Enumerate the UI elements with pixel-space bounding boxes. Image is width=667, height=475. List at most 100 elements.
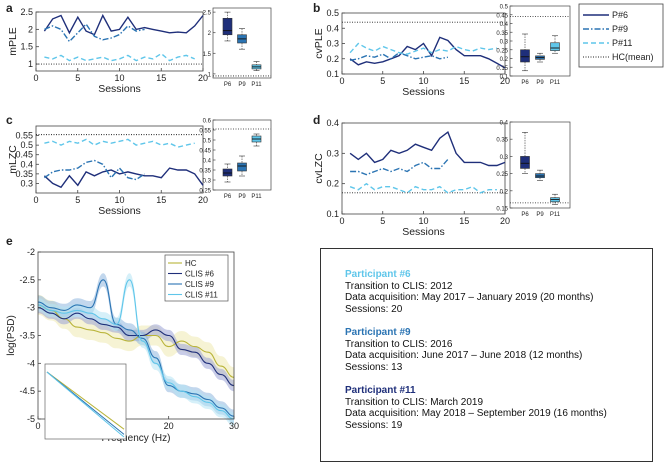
participant-9-sessions: Sessions: 13: [345, 361, 403, 373]
x-tick-label: 15: [156, 73, 166, 83]
x-tick-label: 5: [380, 76, 385, 86]
psd-legend-label: CLIS #6: [185, 270, 214, 279]
box-y-tick-label: 1.5: [203, 52, 212, 58]
x-tick-label: 20: [500, 76, 510, 86]
box-label-p6: P6: [521, 212, 529, 218]
y-tick-label: -2: [27, 247, 35, 257]
participant-6-title: Participant #6: [345, 269, 411, 280]
participant-6-acquisition: Data acquisition: May 2017 – January 201…: [345, 292, 594, 303]
participant-6-block: Participant #6 Transition to CLIS: 2012 …: [345, 269, 642, 315]
y-tick-label: 0.5: [20, 140, 33, 150]
y-tick-label: -4.5: [19, 386, 35, 396]
box-y-tick-label: 0.5: [203, 139, 212, 145]
participant-9-block: Participant #9 Transition to CLIS: 2016 …: [345, 327, 642, 373]
y-tick-label: 0.3: [20, 178, 33, 188]
series-p6: [349, 36, 506, 69]
series-p6: [43, 13, 204, 36]
box-y-tick-label: 0.15: [496, 66, 508, 72]
box-y-tick-label: 0.1: [500, 75, 509, 81]
x-tick-label: 20: [164, 421, 174, 431]
series-p11: [44, 52, 195, 62]
psd-legend-label: CLIS #11: [185, 291, 218, 300]
box-y-tick-label: 0.3: [203, 179, 212, 185]
participant-6-transition: Transition to CLIS: 2012: [345, 280, 453, 292]
x-tick-label: 10: [114, 73, 124, 83]
box-y-tick-label: 0.25: [496, 172, 508, 178]
y-tick-label: 0.1: [326, 209, 339, 219]
series-p11: [349, 182, 497, 194]
series-p6: [43, 167, 204, 189]
y-tick-label: 0.5: [326, 8, 339, 18]
plot-frame: [35, 11, 204, 72]
box-label-p6: P6: [224, 194, 232, 200]
box-label-p11: P11: [251, 194, 262, 200]
participant-11-transition: Transition to CLIS: March 2019: [345, 396, 484, 408]
box-label-p9: P9: [536, 212, 544, 218]
y-tick-label: 1: [28, 59, 33, 69]
box-p11: [550, 42, 560, 51]
legend-label: P#11: [612, 38, 632, 48]
psd-clis9: [37, 279, 235, 417]
y-axis-label: mPLE: [7, 27, 19, 56]
x-tick-label: 15: [156, 195, 166, 205]
box-y-tick-label: 0.35: [199, 169, 211, 175]
x-tick-label: 0: [339, 216, 344, 226]
y-tick-label: -4: [27, 358, 35, 368]
inset-line-clis11: [46, 371, 125, 438]
x-tick-label: 0: [35, 421, 40, 431]
legend-label: HC(mean): [612, 52, 654, 62]
box-y-tick-label: 0.45: [199, 149, 211, 155]
x-tick-label: 0: [33, 195, 38, 205]
box-y-tick-label: 0.25: [496, 48, 508, 54]
box-y-tick-label: 0.25: [199, 189, 211, 195]
box-y-tick-label: 0.45: [496, 13, 508, 19]
y-tick-label: -2.5: [19, 275, 35, 285]
panel-c: c0 5 10 15 200.30.350.40.450.50.55SessionsmL…: [6, 113, 208, 217]
box-y-tick-label: 0.4: [500, 22, 509, 28]
series-p9: [44, 22, 145, 43]
psd-clis6: [37, 307, 235, 387]
x-axis-label: Frequency (Hz): [102, 433, 171, 444]
x-axis-label: Sessions: [402, 86, 445, 98]
participant-6-sessions: Sessions: 20: [345, 303, 403, 315]
boxplot-b: 0.1 0.15 0.2 0.25 0.3 0.35 0.4 0.45 0.5 P6 P9 P11: [496, 5, 571, 86]
legend-label: P#9: [612, 24, 628, 34]
psd-legend-label: HC: [185, 259, 197, 268]
psd-hc: [37, 304, 235, 378]
psd-clis11: [37, 279, 235, 420]
box-label-p11: P11: [550, 212, 561, 218]
y-tick-label: 0.45: [15, 150, 33, 160]
series-p9: [43, 159, 145, 181]
x-tick-label: 20: [500, 216, 510, 226]
box-y-tick-label: 0.3: [500, 40, 509, 46]
y-axis-label: mLZC: [7, 145, 19, 174]
panel-letter-c: c: [6, 113, 13, 127]
plot-frame: [35, 125, 204, 194]
main-legend: P#6 P#9 P#11 HC(mean): [578, 3, 664, 68]
inset-line-hc: [46, 371, 125, 430]
boxplot-d: 0.15 0.2 0.25 0.3 0.35 0.4 P6 P9 P11: [496, 121, 571, 218]
y-tick-label: 2: [28, 24, 33, 34]
participant-9-transition: Transition to CLIS: 2016: [345, 338, 453, 350]
participant-11-block: Participant #11 Transition to CLIS: Marc…: [345, 385, 642, 431]
x-axis-label: Sessions: [402, 226, 445, 238]
y-tick-label: 0.2: [326, 179, 339, 189]
box-y-tick-label: 0.2: [500, 189, 509, 195]
y-tick-label: 1.5: [20, 42, 33, 52]
panel-letter-a: a: [6, 1, 13, 15]
box-frame: [212, 119, 272, 191]
series-p9: [350, 158, 449, 176]
panel-letter-d: d: [313, 113, 320, 127]
x-tick-label: 15: [459, 216, 469, 226]
y-tick-label: 0.55: [15, 131, 33, 141]
participant-info-box: Participant #6 Transition to CLIS: 2012 …: [320, 248, 653, 462]
box-y-tick-label: 0.4: [500, 121, 509, 127]
x-tick-label: 15: [459, 76, 469, 86]
participant-9-title: Participant #9: [345, 327, 411, 338]
x-tick-label: 30: [229, 421, 239, 431]
box-label-p6: P6: [521, 80, 529, 86]
panel-d: d 0 5 10 15 20 0.1 0.2 0.3 0.4 Sessions cvLZC: [313, 113, 510, 238]
x-tick-label: 10: [114, 195, 124, 205]
y-tick-label: 0.35: [15, 169, 33, 179]
